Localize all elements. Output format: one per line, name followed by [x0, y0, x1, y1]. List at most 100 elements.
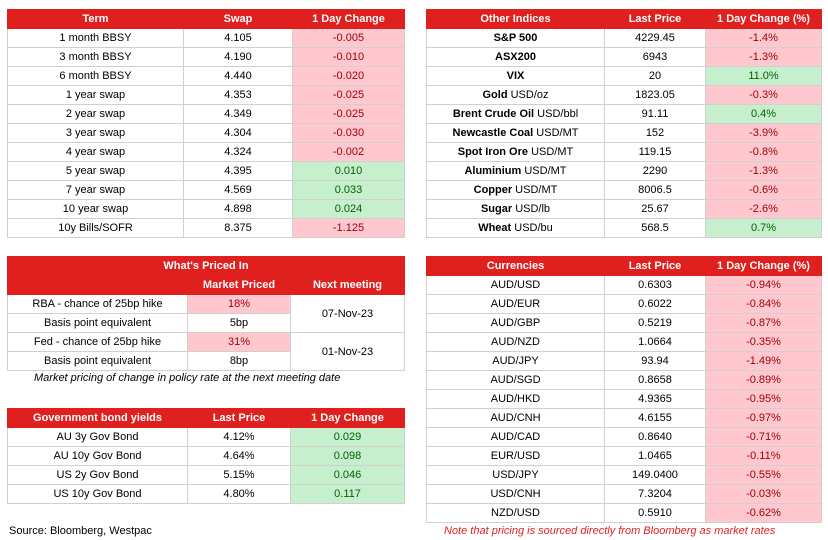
index-name-cell: Copper USD/MT [426, 180, 605, 200]
currency-pair: AUD/USD [426, 275, 605, 295]
swap-rate: 4.349 [183, 104, 293, 124]
swap-rate: 4.190 [183, 47, 293, 67]
priced-header-meeting: Next meeting [290, 275, 405, 295]
currencies-header-price: Last Price [604, 256, 706, 276]
priced-header-blank [7, 275, 188, 295]
table-row: AUD/SGD 0.8658 -0.89% [426, 370, 822, 390]
currency-price: 7.3204 [604, 484, 706, 504]
table-row: 3 year swap 4.304 -0.030 [7, 123, 405, 143]
index-unit: USD/oz [507, 89, 549, 101]
swap-rate: 8.375 [183, 218, 293, 238]
swap-change: -0.005 [292, 28, 405, 48]
index-name: Copper [473, 184, 513, 196]
index-unit: USD/MT [512, 184, 558, 196]
index-name: ASX200 [495, 51, 536, 63]
index-price: 1823.05 [604, 85, 706, 105]
table-row: AUD/CAD 0.8640 -0.71% [426, 427, 822, 447]
index-name-cell: Newcastle Coal USD/MT [426, 123, 605, 143]
swap-change: -0.025 [292, 104, 405, 124]
index-price: 25.67 [604, 199, 706, 219]
index-price: 6943 [604, 47, 706, 67]
index-name-cell: Wheat USD/bu [426, 218, 605, 238]
index-change: -0.3% [705, 85, 822, 105]
index-price: 8006.5 [604, 180, 706, 200]
table-row: 6 month BBSY 4.440 -0.020 [7, 66, 405, 86]
currency-change: -0.97% [705, 408, 822, 428]
table-row: AU 3y Gov Bond 4.12% 0.029 [7, 427, 405, 447]
table-row: ASX200 6943 -1.3% [426, 47, 822, 67]
index-price: 152 [604, 123, 706, 143]
bond-change: 0.098 [290, 446, 405, 466]
rba-meeting-date: 07-Nov-23 [290, 294, 405, 333]
currency-change: -0.89% [705, 370, 822, 390]
index-name: Spot Iron Ore [457, 146, 529, 158]
index-name: Brent Crude Oil [452, 108, 535, 120]
indices-table: Other Indices Last Price 1 Day Change (%… [426, 9, 822, 238]
index-unit: USD/lb [512, 203, 551, 215]
currency-price: 1.0664 [604, 332, 706, 352]
rba-bp-label: Basis point equivalent [7, 313, 188, 333]
rba-label: RBA - chance of 25bp hike [7, 294, 188, 314]
swap-change: -0.010 [292, 47, 405, 67]
swap-term: 4 year swap [7, 142, 184, 162]
index-name: Wheat [478, 222, 512, 234]
index-price: 91.11 [604, 104, 706, 124]
bonds-header-change: 1 Day Change [290, 408, 405, 428]
index-change: -2.6% [705, 199, 822, 219]
table-row: EUR/USD 1.0465 -0.11% [426, 446, 822, 466]
bonds-header-price: Last Price [187, 408, 291, 428]
currency-pair: AUD/SGD [426, 370, 605, 390]
swap-change: 0.024 [292, 199, 405, 219]
currency-pair: AUD/NZD [426, 332, 605, 352]
index-name: Sugar [480, 203, 513, 215]
table-row: Brent Crude Oil USD/bbl 91.11 0.4% [426, 104, 822, 124]
currency-change: -0.62% [705, 503, 822, 523]
index-change: -3.9% [705, 123, 822, 143]
table-row: AUD/GBP 0.5219 -0.87% [426, 313, 822, 333]
currency-pair: AUD/CAD [426, 427, 605, 447]
index-name: S&P 500 [493, 32, 538, 44]
table-row: Aluminium USD/MT 2290 -1.3% [426, 161, 822, 181]
currencies-table: Currencies Last Price 1 Day Change (%) A… [426, 256, 822, 523]
currency-change: -0.87% [705, 313, 822, 333]
swap-rate: 4.898 [183, 199, 293, 219]
index-name: Newcastle Coal [452, 127, 534, 139]
swap-change: -0.025 [292, 85, 405, 105]
index-name-cell: ASX200 [426, 47, 605, 67]
table-row: US 2y Gov Bond 5.15% 0.046 [7, 465, 405, 485]
pricing-disclaimer: Note that pricing is sourced directly fr… [444, 525, 776, 537]
table-row: S&P 500 4229.45 -1.4% [426, 28, 822, 48]
table-row: 2 year swap 4.349 -0.025 [7, 104, 405, 124]
bond-change: 0.046 [290, 465, 405, 485]
currency-price: 0.5910 [604, 503, 706, 523]
table-row: USD/JPY 149.0400 -0.55% [426, 465, 822, 485]
fed-label: Fed - chance of 25bp hike [7, 332, 188, 352]
currency-change: -1.49% [705, 351, 822, 371]
swap-term: 10 year swap [7, 199, 184, 219]
bonds-header-name: Government bond yields [7, 408, 188, 428]
rba-value: 18% [187, 294, 291, 314]
bond-name: US 2y Gov Bond [7, 465, 188, 485]
priced-header-market: Market Priced [187, 275, 291, 295]
bond-yields-table: Government bond yields Last Price 1 Day … [7, 408, 405, 504]
currency-pair: USD/CNH [426, 484, 605, 504]
currency-price: 93.94 [604, 351, 706, 371]
table-row: Gold USD/oz 1823.05 -0.3% [426, 85, 822, 105]
swap-term: 3 year swap [7, 123, 184, 143]
currency-change: -0.35% [705, 332, 822, 352]
fed-bp-value: 8bp [187, 351, 291, 371]
currencies-header-change: 1 Day Change (%) [705, 256, 822, 276]
index-price: 2290 [604, 161, 706, 181]
swap-term: 1 month BBSY [7, 28, 184, 48]
currency-price: 0.8640 [604, 427, 706, 447]
table-row: 7 year swap 4.569 0.033 [7, 180, 405, 200]
currency-price: 0.6303 [604, 275, 706, 295]
bond-price: 5.15% [187, 465, 291, 485]
currency-change: -0.84% [705, 294, 822, 314]
currency-price: 4.6155 [604, 408, 706, 428]
table-row: 4 year swap 4.324 -0.002 [7, 142, 405, 162]
swap-rate: 4.395 [183, 161, 293, 181]
table-row: NZD/USD 0.5910 -0.62% [426, 503, 822, 523]
swap-term: 2 year swap [7, 104, 184, 124]
currency-price: 4.9365 [604, 389, 706, 409]
